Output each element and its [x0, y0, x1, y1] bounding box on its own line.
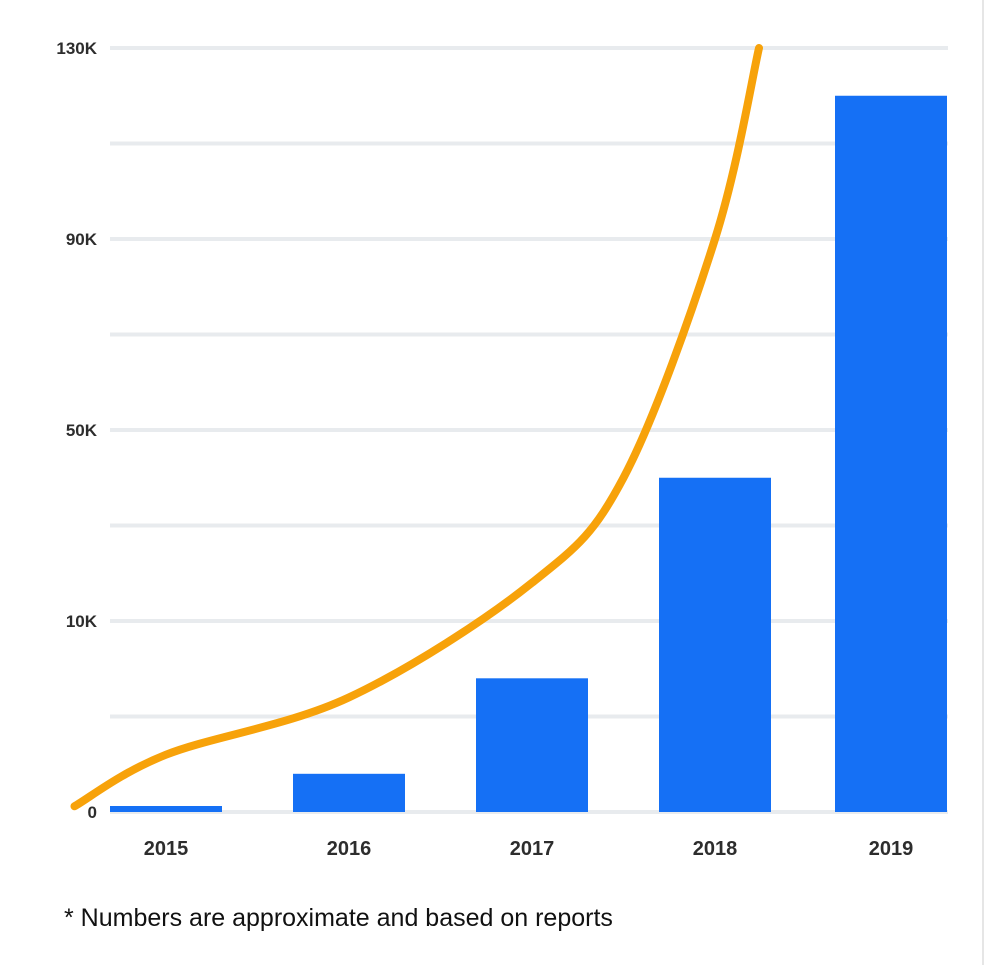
y-tick-label: 10K	[66, 612, 98, 631]
bar-2016	[293, 773, 405, 812]
bars	[110, 95, 947, 812]
y-tick-label: 90K	[66, 230, 98, 249]
footnote: * Numbers are approximate and based on r…	[64, 904, 613, 932]
y-tick-label: 50K	[66, 421, 98, 440]
trend-line	[70, 44, 763, 811]
x-axis-ticks: 2015 2016 2017 2018 2019	[144, 838, 914, 860]
bar-2019	[835, 95, 947, 812]
x-tick-label: 2016	[327, 838, 372, 860]
y-tick-label: 0	[88, 803, 97, 822]
bar-2015	[110, 806, 222, 812]
trend-curve	[70, 44, 763, 811]
bar-2017	[476, 678, 588, 812]
bar-2018	[659, 477, 771, 812]
bar-chart: 0 10K 50K 90K 130K 2015 2016 2017 2018 2019	[56, 39, 948, 860]
page-border	[982, 0, 984, 965]
x-tick-label: 2018	[693, 838, 738, 860]
x-tick-label: 2019	[869, 838, 914, 860]
x-tick-label: 2017	[510, 838, 555, 860]
x-tick-label: 2015	[144, 838, 189, 860]
y-axis-ticks: 0 10K 50K 90K 130K	[56, 39, 97, 822]
grid-lines	[110, 46, 948, 814]
y-tick-label: 130K	[56, 39, 97, 58]
